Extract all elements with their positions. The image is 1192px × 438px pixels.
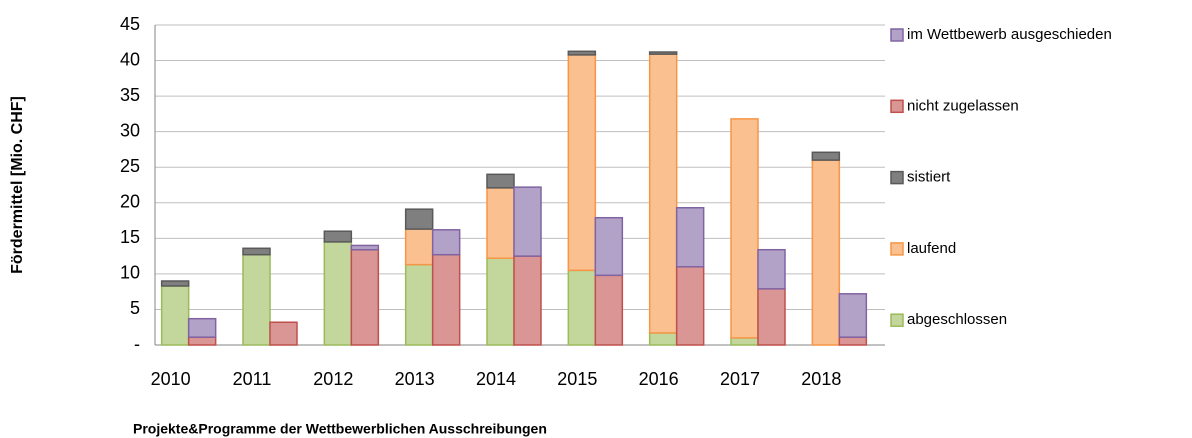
x-tick-label: 2015 [557,369,597,389]
bar-segment [269,321,298,346]
bar-segment [838,336,868,346]
legend-swatch [890,170,904,185]
bar-segment [350,244,380,251]
bar-segment [431,229,461,256]
bar-segment [160,280,190,287]
x-tick-label: 2012 [313,369,353,389]
bar-segment [811,151,841,161]
bar-segment [431,253,461,346]
bar-segment [187,336,217,346]
bar-segment [675,207,705,268]
legend-label: abgeschlossen [907,311,1007,328]
bar-segment [323,230,353,243]
y-tick-label: 45 [120,14,140,34]
bar-segment [811,159,841,346]
bar-segment [648,53,678,334]
bar-segment [594,216,624,277]
chart-title: Projekte&Programme der Wettbewerblichen … [133,421,547,437]
y-tick-label: 20 [120,192,140,212]
bar-segment [513,255,542,346]
legend-label: im Wettbewerb ausgeschieden [907,26,1112,43]
legend-swatch [890,242,904,256]
legend-label: sistiert [907,169,951,186]
legend-label: laufend [907,240,956,257]
y-tick-label: 35 [120,85,140,105]
legend-label: nicht zugelassen [907,97,1019,114]
legend-swatch [890,99,904,114]
bar-segment [757,248,786,290]
bar-segment [730,337,759,346]
y-tick-label: 15 [120,227,140,247]
bar-segment [567,269,597,346]
y-tick-label: 10 [120,263,140,283]
bar-segment [567,54,597,272]
bar-segment [486,257,515,346]
x-tick-label: 2011 [233,369,272,389]
bar-segment [404,208,434,230]
bar-segment [513,186,542,257]
bar-segment [404,228,434,266]
bar-segment [567,50,597,56]
bar-segment [160,285,190,346]
bar-segment [323,241,353,346]
y-tick-label: 25 [120,156,140,176]
bar-segment [350,248,380,346]
bar-segment [486,187,515,259]
bar-segment [757,288,786,346]
y-tick-label: - [134,334,140,354]
legend-swatch [890,313,904,327]
bar-segment [242,247,271,256]
bar-segment [730,118,759,339]
bar-segment [594,274,624,346]
legend-swatch [890,28,904,42]
y-axis-label: Fördermittel [Mio. CHF] [9,96,26,274]
bar-segment [404,263,434,346]
y-tick-label: 30 [120,120,140,140]
x-tick-label: 2013 [395,369,435,389]
x-tick-label: 2017 [720,369,760,389]
x-tick-label: 2010 [151,369,191,389]
x-tick-label: 2018 [801,369,841,389]
bar-segment [187,317,217,338]
bar-segment [675,266,705,346]
bar-segment [486,173,515,189]
x-tick-label: 2016 [639,369,679,389]
x-tick-label: 2014 [476,369,516,389]
bar-segment [648,51,678,55]
bar-segment [838,293,868,338]
bar-segment [648,332,678,346]
bar-segment [242,253,271,346]
y-tick-label: 40 [120,49,140,69]
y-tick-label: 5 [130,298,140,318]
